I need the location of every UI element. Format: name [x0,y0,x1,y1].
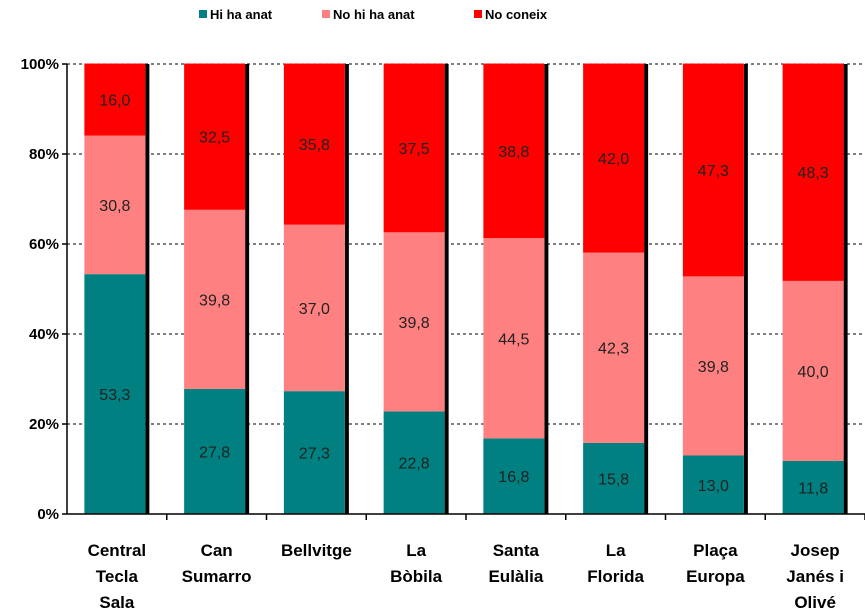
bar-shadow [245,64,250,514]
bar-segment [583,442,645,514]
bar-segment [283,391,345,514]
data-label: 35,8 [299,137,330,154]
data-label: 44,5 [498,331,529,348]
category-label-line: Can [201,541,233,560]
legend: Hi ha anat No hi ha anat No coneix [199,7,548,22]
bar-shadow [644,64,649,514]
data-label: 38,8 [498,144,529,161]
category-label: Can Sumarro [182,541,252,586]
data-label: 32,5 [199,130,230,147]
bar-segment [583,63,645,253]
bar-shadow [743,64,748,514]
y-tick-label: 100% [21,56,59,73]
legend-swatch-3 [474,10,482,18]
bar-segment [383,63,445,233]
data-label: 39,8 [698,359,729,376]
data-label: 47,3 [698,163,729,180]
y-tick-label: 80% [29,146,59,163]
data-label: 22,8 [399,456,430,473]
category-label-line: Santa [493,541,540,560]
data-label: 39,8 [199,292,230,309]
category-label-line: Florida [587,567,644,586]
category-label: Plaça Europa [686,541,745,586]
category-label: Bellvitge [281,541,352,560]
category-label: Santa Eulàlia [488,541,543,586]
bar-shadow [444,64,449,514]
bar-shadow [145,64,150,514]
data-label: 27,8 [199,444,230,461]
bar-segment [383,232,445,412]
bar-segment [782,280,844,461]
category-label-line: Sala [99,593,135,612]
bar-segment [782,460,844,514]
data-label: 48,3 [798,165,829,182]
data-label: 16,0 [99,93,130,110]
y-tick-label: 0% [37,506,59,523]
bar-segment [184,388,246,514]
legend-swatch-1 [199,10,207,18]
data-label: 39,8 [399,315,430,332]
data-label: 37,0 [299,301,330,318]
bars [84,63,848,514]
category-label-line: La [606,541,626,560]
legend-label-3: No coneix [485,7,548,22]
bar-shadow [544,64,549,514]
data-label: 42,0 [598,151,629,168]
data-label: 16,8 [498,469,529,486]
category-label-line: Eulàlia [488,567,543,586]
data-label: 27,3 [299,446,330,463]
bar-segment [84,274,146,514]
bar-segment [682,63,744,277]
bar-segment [84,63,146,136]
axes [62,63,865,520]
category-label-line: Bellvitge [281,541,352,560]
bar-segment [682,276,744,456]
data-label: 40,0 [798,364,829,381]
category-label-line: Josep [791,541,840,560]
bar-segment [782,63,844,281]
category-label: Central Tecla Sala [88,541,147,612]
category-label: Josep Janés i Olivé [786,541,844,612]
bar-segment [483,238,545,439]
category-label-line: Janés i [786,567,844,586]
category-label: La Florida [587,541,644,586]
bar-segment [583,252,645,443]
legend-swatch-2 [322,10,330,18]
bar-segment [283,63,345,225]
category-label-line: Sumarro [182,567,252,586]
bar-shadow [344,64,349,514]
data-label: 42,3 [598,341,629,358]
bar-segment [283,224,345,392]
data-label: 13,0 [698,478,729,495]
data-label: 30,8 [99,198,130,215]
bar-shadow [843,64,848,514]
bar-segment [184,63,246,210]
category-label-line: Central [88,541,147,560]
data-label: 15,8 [598,471,629,488]
bar-segment [383,411,445,514]
category-label-line: Olivé [794,593,836,612]
legend-label-1: Hi ha anat [210,7,273,22]
data-label: 53,3 [99,387,130,404]
category-label: La Bòbila [390,541,442,586]
bar-segment [483,63,545,239]
labels: 53,3 30,8 16,0 27,8 39,8 32,5 27,3 37,0 35,8 22,8… [21,56,844,612]
category-label-line: Tecla [96,567,139,586]
bar-segment [184,209,246,389]
bar-segment [84,135,146,275]
data-label: 11,8 [798,480,828,497]
category-label-line: La [406,541,426,560]
y-tick-label: 20% [29,416,59,433]
bar-segment [682,455,744,514]
y-tick-label: 60% [29,236,59,253]
bar-segment [483,438,545,514]
category-label-line: Europa [686,567,745,586]
category-label-line: Bòbila [390,567,442,586]
data-label: 37,5 [399,141,430,158]
category-label-line: Plaça [693,541,738,560]
legend-label-2: No hi ha anat [333,7,415,22]
y-tick-label: 40% [29,326,59,343]
